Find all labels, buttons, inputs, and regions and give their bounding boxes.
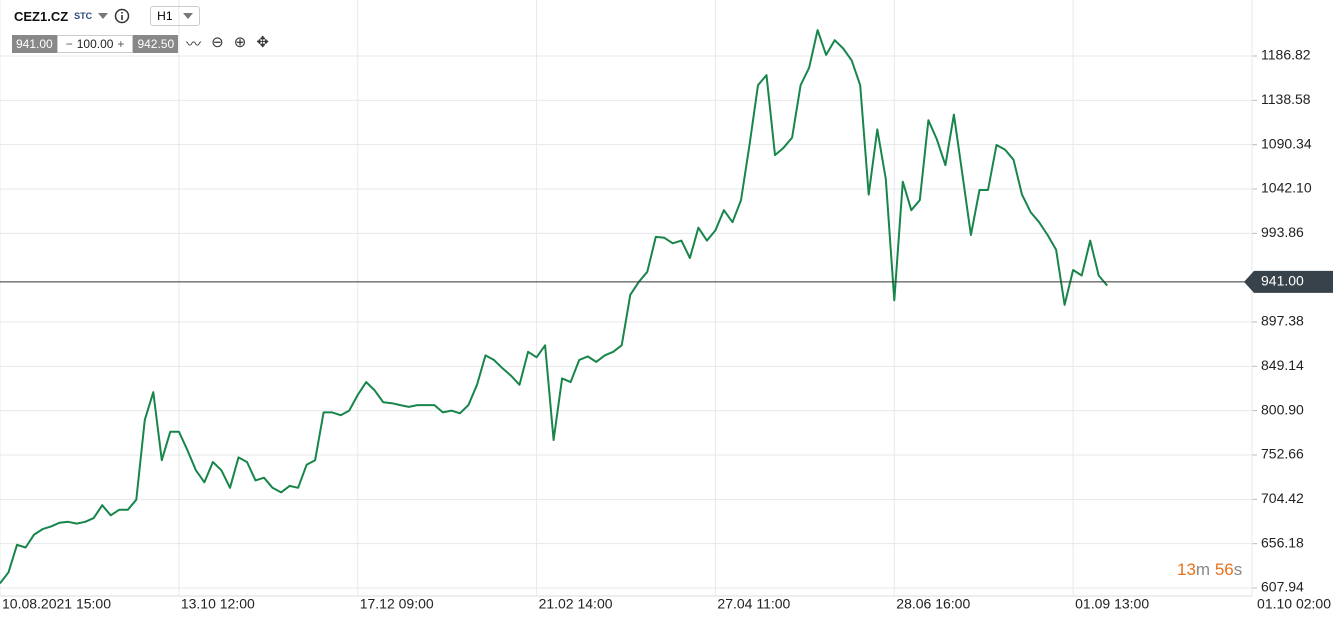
candle-timer: 13m 56s (1177, 560, 1242, 580)
bid-price[interactable]: 941.00 (12, 34, 57, 53)
x-tick-label: 01.09 13:00 (1075, 596, 1149, 612)
zoom-in[interactable]: ⊕ (233, 34, 247, 51)
order-bar: 941.00 −100.00 + 942.50 〰 ⊖ ⊕ ✥ (12, 33, 269, 54)
symbol[interactable]: CEZ1.CZ (14, 8, 69, 24)
y-tick-label: 1186.82 (1261, 47, 1311, 63)
x-tick-label: 17.12 09:00 (360, 596, 434, 612)
info-icon[interactable] (114, 8, 130, 24)
price-tag (1244, 270, 1333, 293)
price-tag-label: 941.00 (1261, 273, 1304, 289)
y-tick-label: 1042.10 (1261, 180, 1312, 196)
y-tick-label: 993.86 (1261, 224, 1304, 240)
x-tick-label: 01.10 02:00 (1257, 596, 1331, 612)
x-tick-label: 28.06 16:00 (896, 596, 970, 612)
chart-type[interactable]: 〰 (186, 36, 202, 53)
y-tick-label: 1138.58 (1261, 91, 1311, 107)
chart-tools: 〰 ⊖ ⊕ ✥ (186, 33, 269, 54)
zoom-out[interactable]: ⊖ (211, 34, 224, 51)
timer-minutes: 13 (1177, 560, 1196, 579)
timer-unit: s (1233, 560, 1243, 579)
pan[interactable]: ✥ (256, 34, 269, 51)
increase[interactable]: + (117, 36, 125, 51)
symbol-dropdown[interactable] (98, 13, 109, 19)
y-tick-label: 752.66 (1261, 446, 1304, 462)
y-tick-label: 897.38 (1261, 313, 1304, 329)
x-tick-label: 10.08.2021 15:00 (2, 596, 111, 612)
price-line (0, 29, 1108, 585)
y-tick-label: 800.90 (1261, 401, 1304, 417)
interval: H1 (157, 9, 173, 23)
x-tick-label: 21.02 14:00 (539, 596, 613, 612)
volume-box[interactable]: −100.00 + (56, 34, 134, 53)
volume: 100.00 (76, 36, 114, 51)
toolbar: CEZ1.CZ STC H1 (14, 6, 200, 26)
timer-seconds: 56 (1214, 560, 1234, 579)
y-tick-label: 656.18 (1261, 534, 1304, 550)
y-tick-label: 1090.34 (1261, 135, 1312, 151)
market: STC (74, 11, 93, 21)
y-tick-label: 704.42 (1261, 490, 1304, 506)
interval-select[interactable]: H1 (150, 6, 200, 26)
ask-price[interactable]: 942.50 (133, 34, 179, 53)
decrease[interactable]: − (65, 36, 73, 51)
x-tick-label: 27.04 11:00 (717, 596, 790, 612)
timer-unit: m (1195, 560, 1211, 579)
x-tick-label: 13.10 12:00 (181, 596, 255, 612)
y-tick-label: 849.14 (1261, 357, 1304, 373)
y-tick-label: 607.94 (1261, 579, 1304, 595)
